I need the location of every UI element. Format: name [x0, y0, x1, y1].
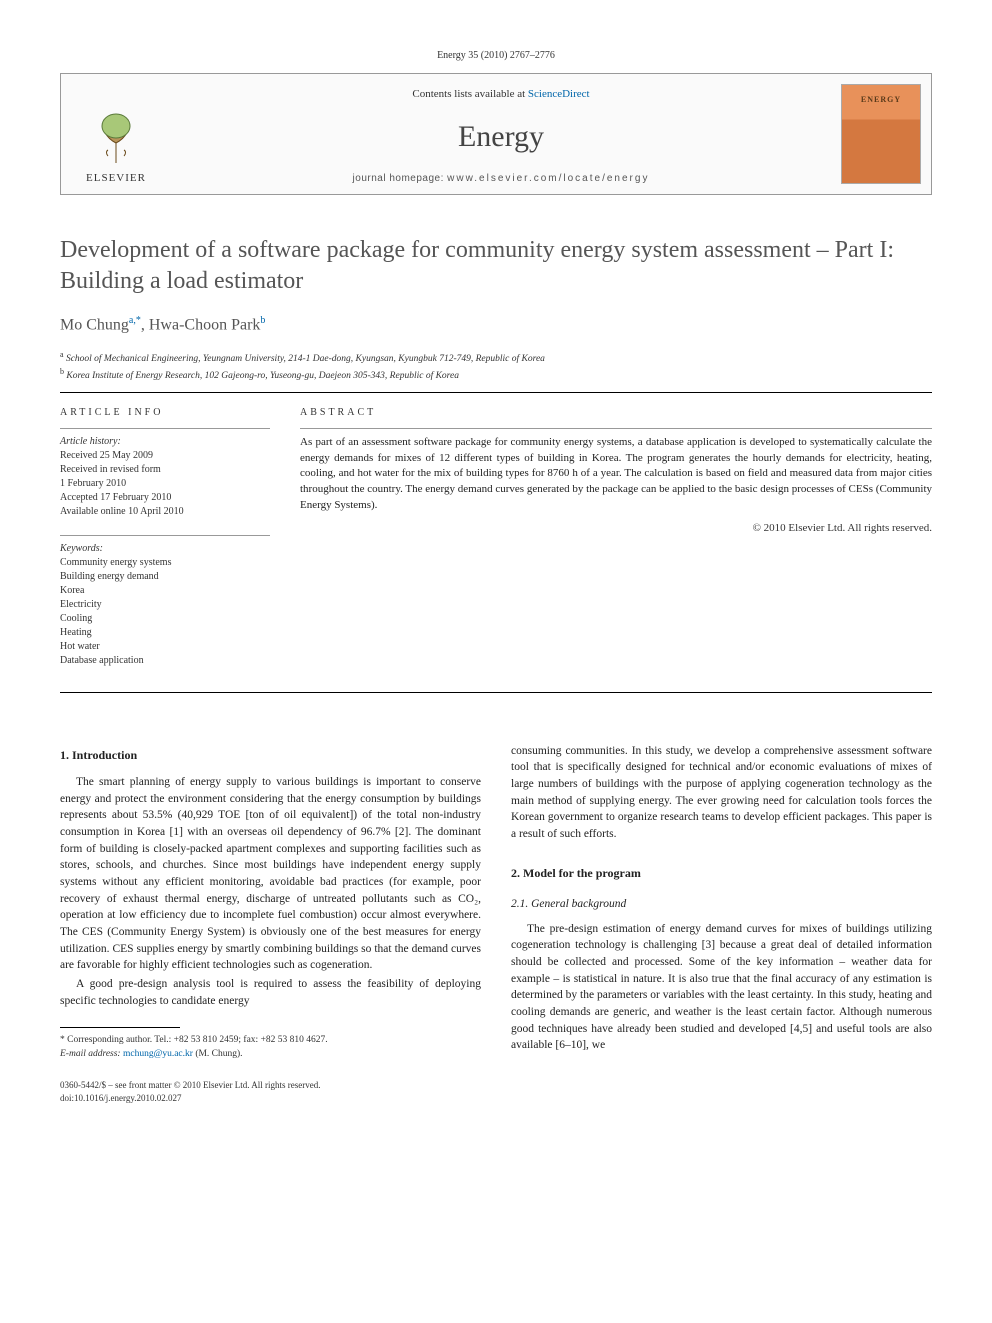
- homepage-prefix: journal homepage:: [353, 173, 448, 184]
- abstract-col: ABSTRACT As part of an assessment softwa…: [300, 407, 932, 684]
- keyword: Community energy systems: [60, 556, 270, 570]
- homepage-line: journal homepage: www.elsevier.com/locat…: [181, 173, 821, 184]
- keyword: Database application: [60, 654, 270, 668]
- journal-name: Energy: [181, 120, 821, 154]
- keywords-block: Keywords: Community energy systems Build…: [60, 542, 270, 668]
- email-label: E-mail address:: [60, 1049, 123, 1059]
- affiliation-a-text: School of Mechanical Engineering, Yeungn…: [66, 354, 545, 364]
- author-2: Hwa-Choon Park: [149, 317, 261, 334]
- article-title: Development of a software package for co…: [60, 235, 932, 297]
- right-column: consuming communities. In this study, we…: [511, 743, 932, 1105]
- keyword: Heating: [60, 626, 270, 640]
- contents-line: Contents lists available at ScienceDirec…: [181, 88, 821, 100]
- history-line: Received 25 May 2009: [60, 449, 270, 463]
- keywords-heading: Keywords:: [60, 542, 270, 556]
- general-heading: 2.1. General background: [511, 896, 932, 913]
- top-citation: Energy 35 (2010) 2767–2776: [60, 50, 932, 61]
- keyword: Hot water: [60, 640, 270, 654]
- header-center: Contents lists available at ScienceDirec…: [171, 74, 831, 194]
- intro-p1: The smart planning of energy supply to v…: [60, 774, 481, 974]
- keyword: Korea: [60, 584, 270, 598]
- body-columns: 1. Introduction The smart planning of en…: [60, 743, 932, 1105]
- history-line: Accepted 17 February 2010: [60, 491, 270, 505]
- affiliation-b: b Korea Institute of Energy Research, 10…: [60, 366, 932, 383]
- history-line: Received in revised form: [60, 463, 270, 477]
- model-heading: 2. Model for the program: [511, 865, 932, 882]
- footnote-separator: [60, 1027, 180, 1028]
- rule-bottom: [60, 692, 932, 693]
- elsevier-tree-icon: [86, 108, 146, 168]
- keyword: Cooling: [60, 612, 270, 626]
- email-line: E-mail address: mchung@yu.ac.kr (M. Chun…: [60, 1048, 481, 1061]
- affiliation-a: a School of Mechanical Engineering, Yeun…: [60, 349, 932, 366]
- info-rule-1: [60, 428, 270, 429]
- abstract-rule: [300, 428, 932, 429]
- publisher-name: ELSEVIER: [86, 172, 146, 184]
- author-1: Mo Chung: [60, 317, 129, 334]
- article-info-col: ARTICLE INFO Article history: Received 2…: [60, 407, 270, 684]
- email-link[interactable]: mchung@yu.ac.kr: [123, 1049, 193, 1059]
- publisher-logo-cell: ELSEVIER: [61, 74, 171, 194]
- author-sep: ,: [141, 317, 149, 334]
- author-1-sup: a,*: [129, 315, 141, 326]
- affiliations: a School of Mechanical Engineering, Yeun…: [60, 349, 932, 384]
- info-rule-2: [60, 535, 270, 536]
- history-line: 1 February 2010: [60, 477, 270, 491]
- keyword: Electricity: [60, 598, 270, 612]
- email-suffix: (M. Chung).: [193, 1049, 243, 1059]
- history-line: Available online 10 April 2010: [60, 505, 270, 519]
- left-column: 1. Introduction The smart planning of en…: [60, 743, 481, 1105]
- right-p2: The pre-design estimation of energy dema…: [511, 921, 932, 1054]
- doi-line: doi:10.1016/j.energy.2010.02.027: [60, 1092, 481, 1105]
- intro-heading: 1. Introduction: [60, 747, 481, 764]
- article-history: Article history: Received 25 May 2009 Re…: [60, 435, 270, 519]
- bottom-info: 0360-5442/$ – see front matter © 2010 El…: [60, 1079, 481, 1104]
- history-heading: Article history:: [60, 435, 270, 449]
- keyword: Building energy demand: [60, 570, 270, 584]
- abstract-text: As part of an assessment software packag…: [300, 435, 932, 515]
- corresponding-footnote: * Corresponding author. Tel.: +82 53 810…: [60, 1034, 481, 1061]
- intro-p2: A good pre-design analysis tool is requi…: [60, 976, 481, 1009]
- abstract-label: ABSTRACT: [300, 407, 932, 418]
- right-p1: consuming communities. In this study, we…: [511, 743, 932, 843]
- info-abstract-row: ARTICLE INFO Article history: Received 2…: [60, 407, 932, 684]
- corr-line: * Corresponding author. Tel.: +82 53 810…: [60, 1034, 481, 1047]
- rule-top: [60, 392, 932, 393]
- issn-line: 0360-5442/$ – see front matter © 2010 El…: [60, 1079, 481, 1092]
- sciencedirect-link[interactable]: ScienceDirect: [528, 88, 590, 100]
- authors: Mo Chunga,*, Hwa-Choon Parkb: [60, 315, 932, 334]
- cover-cell: [831, 74, 931, 194]
- affiliation-b-text: Korea Institute of Energy Research, 102 …: [66, 371, 459, 381]
- article-info-label: ARTICLE INFO: [60, 407, 270, 418]
- author-2-sup: b: [260, 315, 265, 326]
- homepage-url[interactable]: www.elsevier.com/locate/energy: [447, 173, 649, 184]
- journal-cover-thumb: [841, 84, 921, 184]
- contents-prefix: Contents lists available at: [412, 88, 527, 100]
- abstract-copyright: © 2010 Elsevier Ltd. All rights reserved…: [300, 522, 932, 534]
- journal-header: ELSEVIER Contents lists available at Sci…: [60, 73, 932, 195]
